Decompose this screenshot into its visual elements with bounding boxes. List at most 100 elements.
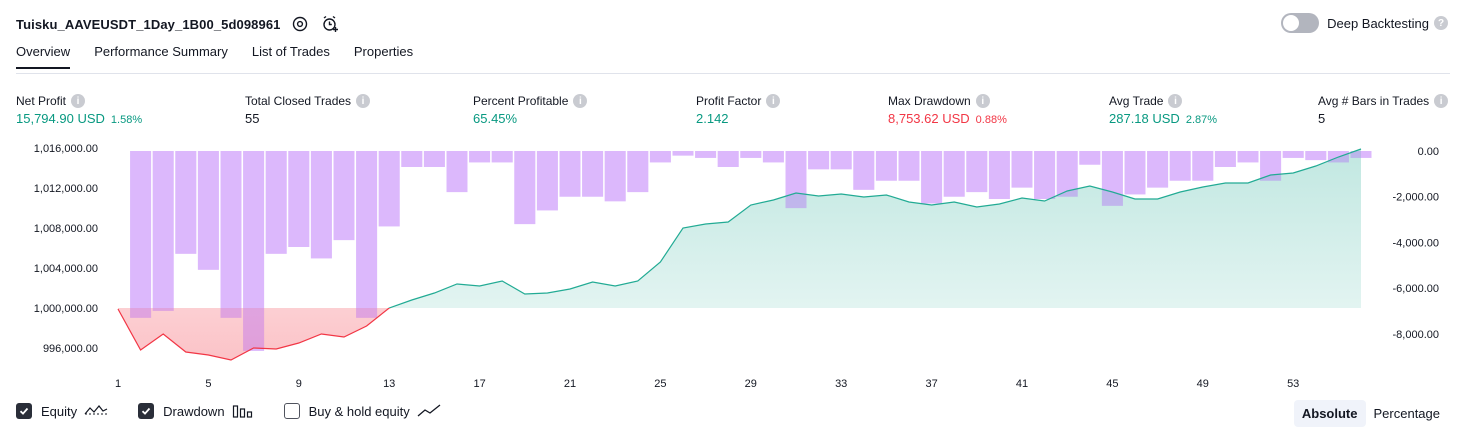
drawdown-bar xyxy=(717,151,739,167)
info-icon[interactable]: i xyxy=(356,94,371,108)
gear-icon xyxy=(292,16,307,32)
checkbox-checked[interactable] xyxy=(138,403,155,419)
tab-performance-summary[interactable]: Performance Summary xyxy=(94,44,228,59)
drawdown-bar xyxy=(604,151,626,202)
drawdown-bar xyxy=(378,151,400,227)
drawdown-bar-overlay xyxy=(1034,151,1056,199)
drawdown-bar xyxy=(265,151,287,254)
y-right-tick-label: -6,000.00 xyxy=(1393,283,1439,295)
x-tick-label: 41 xyxy=(1016,378,1028,388)
drawdown-bar-overlay xyxy=(130,151,152,318)
drawdown-bar-overlay xyxy=(1260,151,1282,181)
drawdown-bar xyxy=(423,151,445,167)
drawdown-bar-overlay xyxy=(514,151,536,225)
info-icon[interactable]: i xyxy=(975,94,990,108)
info-icon[interactable]: i xyxy=(573,94,588,108)
settings-button[interactable] xyxy=(289,13,311,35)
metric-value: 2.142 xyxy=(696,111,729,126)
info-icon[interactable]: i xyxy=(766,94,781,108)
drawdown-bar xyxy=(1192,151,1214,181)
drawdown-bar xyxy=(649,151,671,163)
info-icon[interactable]: i xyxy=(71,94,86,108)
drawdown-bar-overlay xyxy=(695,151,717,158)
drawdown-bar-overlay xyxy=(288,151,310,247)
drawdown-bar-overlay xyxy=(378,151,400,227)
metric-value: 8,753.62 USD xyxy=(888,111,970,126)
tab-list-of-trades[interactable]: List of Trades xyxy=(251,44,330,59)
legend-drawdown[interactable]: Drawdown xyxy=(138,403,253,419)
metric-label: Avg Trade xyxy=(1109,94,1164,108)
drawdown-bar-overlay xyxy=(469,151,491,163)
drawdown-bar xyxy=(1305,151,1327,161)
toggle-knob xyxy=(1283,15,1300,31)
tab-properties[interactable]: Properties xyxy=(353,44,414,59)
info-icon[interactable]: i xyxy=(1434,94,1449,108)
legend-drawdown-label: Drawdown xyxy=(163,403,225,419)
help-icon[interactable]: ? xyxy=(1434,16,1448,30)
drawdown-bar xyxy=(1214,151,1236,167)
drawdown-bar-overlay xyxy=(1056,151,1078,197)
check-icon xyxy=(142,407,151,415)
absolute-mode-button[interactable]: Absolute xyxy=(1293,400,1366,427)
y-left-tick-label: 996,000.00 xyxy=(43,343,98,355)
drawdown-bar xyxy=(1124,151,1146,195)
drawdown-bar xyxy=(695,151,717,158)
drawdown-bar xyxy=(808,151,830,170)
drawdown-bar-overlay xyxy=(740,151,762,158)
tab-overview[interactable]: Overview xyxy=(16,44,71,69)
info-icon[interactable]: i xyxy=(1168,94,1183,108)
drawdown-bar-overlay xyxy=(423,151,445,167)
drawdown-bar xyxy=(1034,151,1056,199)
drawdown-bar-overlay xyxy=(672,151,694,156)
drawdown-bar-overlay xyxy=(853,151,875,190)
bar-columns-icon xyxy=(232,403,254,419)
x-tick-label: 21 xyxy=(564,378,576,388)
add-alert-button[interactable] xyxy=(319,13,341,35)
drawdown-bar xyxy=(966,151,988,193)
metric-value: 65.45% xyxy=(473,111,518,126)
drawdown-bar xyxy=(175,151,197,254)
checkbox-unchecked[interactable] xyxy=(283,403,300,419)
metric-value: 5 xyxy=(1318,111,1326,126)
percentage-mode-button[interactable]: Percentage xyxy=(1373,406,1441,421)
drawdown-bar xyxy=(1260,151,1282,181)
y-axis-left: 1,016,000.00 1,012,000.00 1,008,000.00 1,00… xyxy=(34,143,98,355)
drawdown-bar xyxy=(491,151,513,163)
drawdown-bar xyxy=(1237,151,1259,163)
drawdown-bar xyxy=(310,151,332,259)
drawdown-bars xyxy=(130,151,1372,351)
drawdown-bar-overlay xyxy=(491,151,513,163)
y-left-tick-label: 1,008,000.00 xyxy=(34,223,98,235)
metric-label: Percent Profitable xyxy=(473,94,569,108)
drawdown-bar-overlay xyxy=(243,151,265,351)
drawdown-bar xyxy=(1056,151,1078,197)
x-axis: 1 5 9 13 17 21 25 29 33 37 41 45 49 53 xyxy=(115,378,1299,388)
legend-equity[interactable]: Equity xyxy=(16,403,108,419)
metric-profit-factor: Profit Factor i 2.142 xyxy=(696,94,781,126)
legend-buy-hold[interactable]: Buy & hold equity xyxy=(283,403,441,419)
metric-label: Profit Factor xyxy=(696,94,762,108)
drawdown-bar-overlay xyxy=(1124,151,1146,195)
legend-buy-hold-label: Buy & hold equity xyxy=(308,403,410,419)
drawdown-bar xyxy=(1169,151,1191,181)
drawdown-bar-overlay xyxy=(401,151,423,167)
drawdown-bar xyxy=(288,151,310,247)
x-tick-label: 53 xyxy=(1287,378,1299,388)
deep-backtesting-label: Deep Backtesting xyxy=(1327,15,1429,31)
x-tick-label: 49 xyxy=(1197,378,1209,388)
x-tick-label: 13 xyxy=(383,378,395,388)
deep-backtesting-toggle[interactable] xyxy=(1281,13,1320,33)
drawdown-bar-overlay xyxy=(898,151,920,181)
drawdown-bar xyxy=(1011,151,1033,188)
metric-avg-trade: Avg Trade i 287.18 USD 2.87% xyxy=(1109,94,1217,126)
metric-label: Total Closed Trades xyxy=(245,94,352,108)
drawdown-bar-overlay xyxy=(197,151,219,270)
chart-legend: Equity Drawdown Buy & hold equity xyxy=(16,403,471,419)
x-tick-label: 5 xyxy=(205,378,211,388)
drawdown-bar xyxy=(401,151,423,167)
check-icon xyxy=(19,407,29,415)
checkbox-checked[interactable] xyxy=(16,403,32,419)
drawdown-bar xyxy=(243,151,265,351)
y-left-tick-label: 1,012,000.00 xyxy=(34,183,98,195)
strategy-title: Tuisku_AAVEUSDT_1Day_1B00_5d098961 xyxy=(16,16,281,32)
